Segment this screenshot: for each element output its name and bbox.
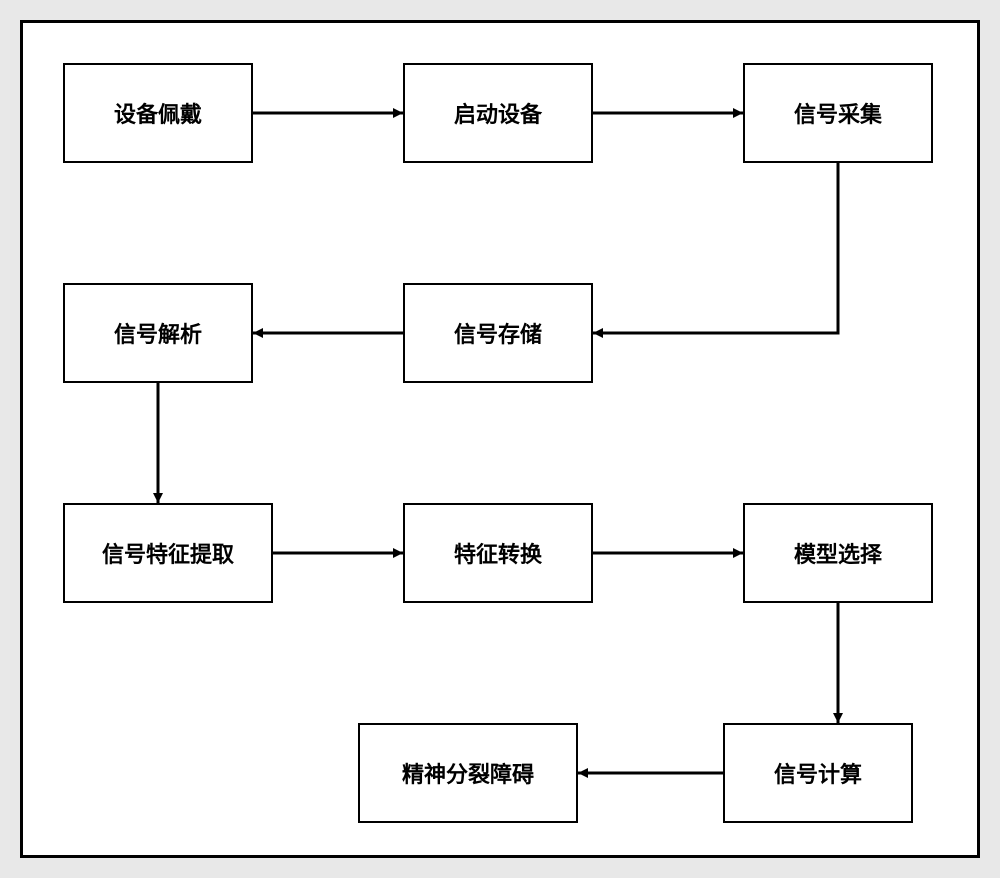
flow-node-n10: 精神分裂障碍 bbox=[358, 723, 578, 823]
flow-node-label: 精神分裂障碍 bbox=[402, 757, 534, 789]
flow-node-n2: 启动设备 bbox=[403, 63, 593, 163]
flow-node-n9: 信号计算 bbox=[723, 723, 913, 823]
diagram-canvas: 设备佩戴 启动设备 信号采集信号存储 信号解析信号特征提取 特征转换 模型选择信号计算 精神… bbox=[20, 20, 980, 858]
flow-node-label: 信号采集 bbox=[794, 97, 882, 129]
flow-node-label: 信号存储 bbox=[454, 317, 542, 349]
flow-node-label: 启动设备 bbox=[454, 97, 542, 129]
flow-edge-n3-n4 bbox=[593, 163, 838, 333]
flow-node-n6: 信号特征提取 bbox=[63, 503, 273, 603]
flow-node-n8: 模型选择 bbox=[743, 503, 933, 603]
flow-node-n5: 信号解析 bbox=[63, 283, 253, 383]
flow-node-label: 特征转换 bbox=[454, 537, 542, 569]
flow-node-n4: 信号存储 bbox=[403, 283, 593, 383]
flow-node-n3: 信号采集 bbox=[743, 63, 933, 163]
flow-node-n1: 设备佩戴 bbox=[63, 63, 253, 163]
flow-node-label: 模型选择 bbox=[794, 537, 882, 569]
flow-node-label: 信号计算 bbox=[774, 757, 862, 789]
flow-node-n7: 特征转换 bbox=[403, 503, 593, 603]
flow-node-label: 信号特征提取 bbox=[102, 537, 234, 569]
flow-node-label: 设备佩戴 bbox=[114, 97, 202, 129]
flow-node-label: 信号解析 bbox=[114, 317, 202, 349]
